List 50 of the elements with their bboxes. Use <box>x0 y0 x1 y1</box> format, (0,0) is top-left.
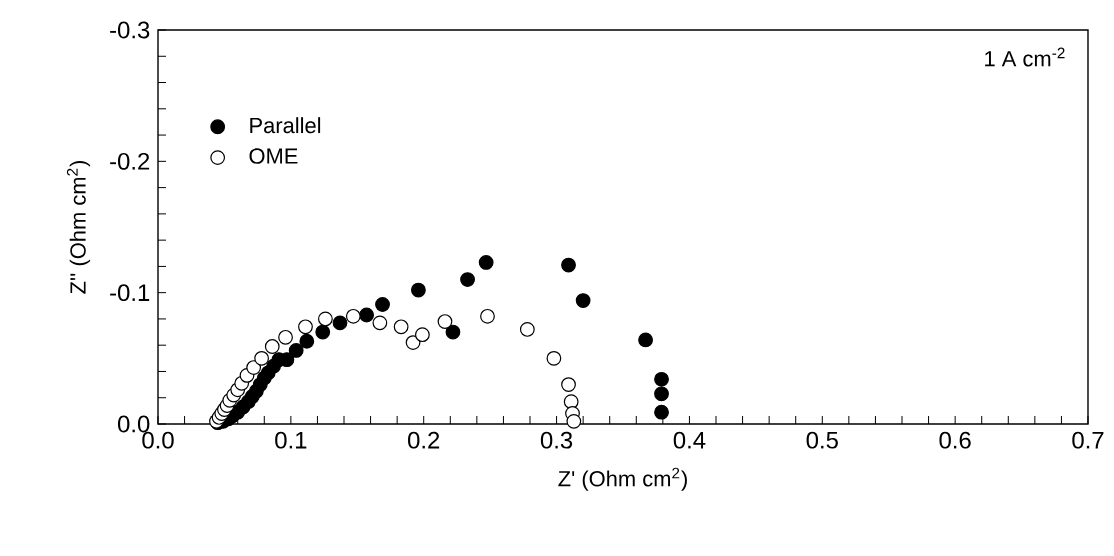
point <box>654 371 669 387</box>
y-tick-label: -0.2 <box>110 152 150 170</box>
y-tick-label: -0.1 <box>110 284 150 302</box>
point <box>478 255 494 270</box>
point <box>318 311 333 327</box>
annotation: 1 A cm$^{-2}$ <box>985 47 1065 67</box>
legend-label: OME <box>249 148 298 164</box>
point <box>575 293 591 308</box>
point <box>546 350 562 366</box>
point <box>359 307 374 323</box>
point <box>519 322 535 337</box>
point <box>315 324 331 340</box>
x-tick-label: 0.0 <box>142 431 174 449</box>
point <box>566 413 582 429</box>
x-tick-label: 0.1 <box>275 431 307 449</box>
x-tick-label: 0.3 <box>540 431 573 449</box>
point <box>345 308 361 324</box>
point <box>264 339 280 354</box>
y-tick-label: -0.3 <box>110 21 150 39</box>
point <box>299 333 315 349</box>
y-axis-title: Z'' (Ohm cm$^{2}$) <box>66 160 91 294</box>
point <box>278 329 293 345</box>
point <box>298 319 313 335</box>
point <box>654 386 669 402</box>
x-tick-label: 0.5 <box>806 431 838 449</box>
legend-label: Parallel <box>250 117 321 134</box>
x-tick-label: 0.6 <box>939 431 971 449</box>
point <box>411 282 426 298</box>
x-axis-title: Z' (Ohm cm$^{2}$) <box>558 467 687 491</box>
point <box>480 308 495 324</box>
point <box>654 404 669 420</box>
point <box>414 327 430 343</box>
point <box>332 315 348 331</box>
point <box>638 332 653 348</box>
point <box>405 335 421 350</box>
point <box>372 315 388 331</box>
point <box>254 350 270 366</box>
y-tick-label: 0.0 <box>118 415 150 433</box>
point <box>445 324 461 340</box>
point <box>375 297 390 312</box>
x-tick-label: 0.4 <box>673 431 706 449</box>
x-tick-label: 0.7 <box>1072 431 1104 449</box>
point <box>393 319 409 335</box>
point <box>437 314 453 329</box>
point <box>288 343 304 358</box>
point <box>561 377 576 393</box>
point <box>561 257 576 273</box>
x-tick-label: 0.2 <box>408 431 440 449</box>
point <box>460 272 475 287</box>
point <box>246 360 262 375</box>
